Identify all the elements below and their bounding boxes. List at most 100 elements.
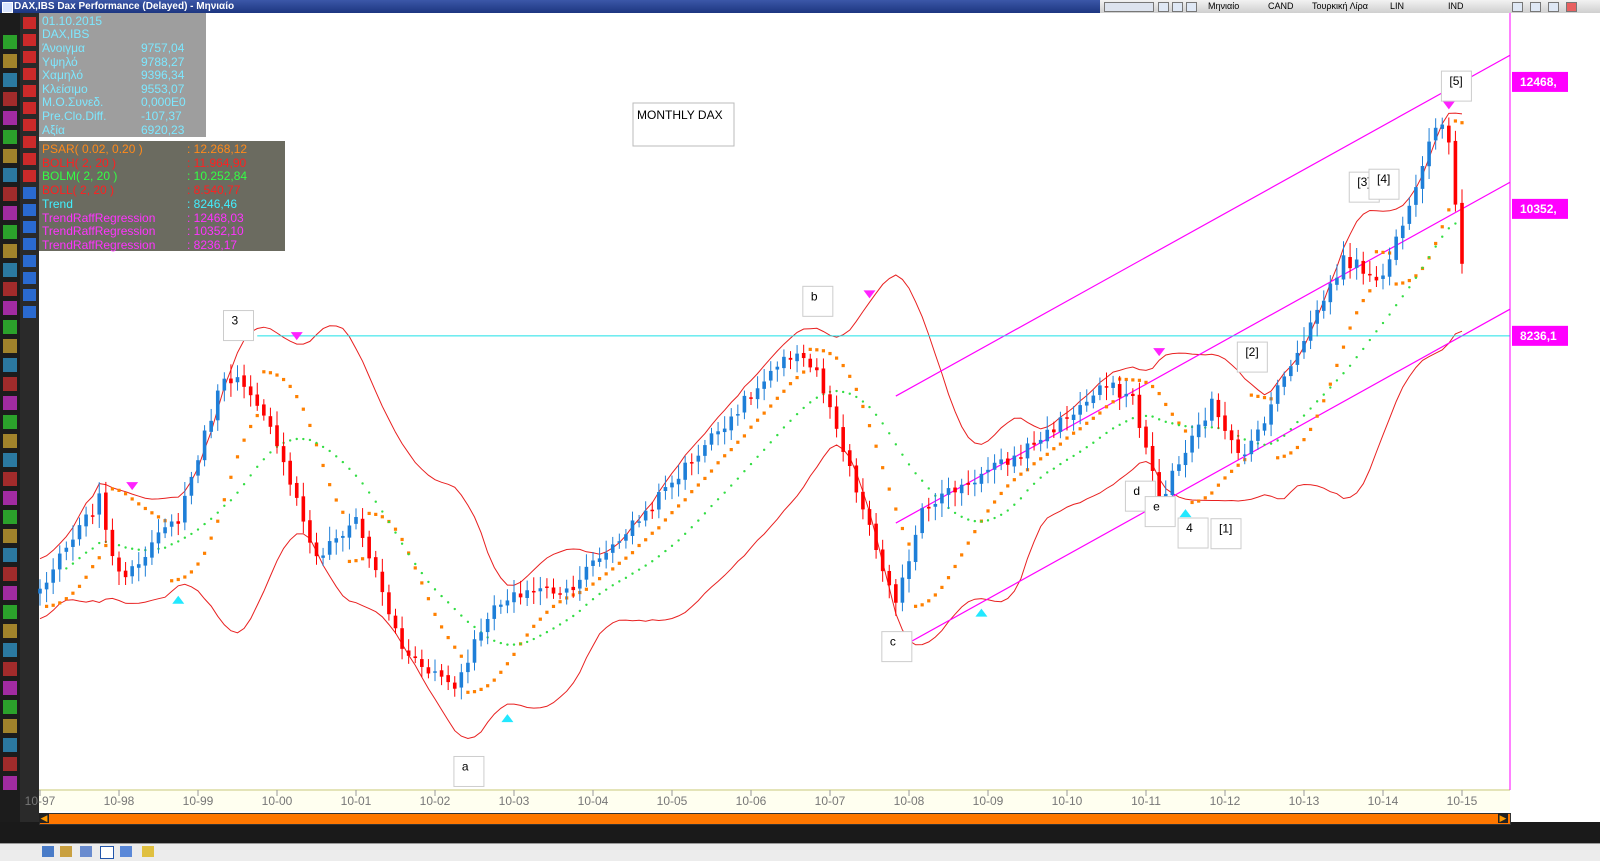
pointer-tool-icon[interactable]: [3, 415, 17, 429]
circle-tool-icon[interactable]: [3, 681, 17, 695]
arrow-tool-icon[interactable]: [23, 255, 36, 267]
arrow-tool-icon[interactable]: [23, 204, 36, 216]
text-tool-icon[interactable]: [3, 491, 17, 505]
arrow-tool-icon[interactable]: [23, 85, 36, 97]
window-icon[interactable]: [1172, 2, 1183, 12]
diamond-tool-icon[interactable]: [3, 339, 17, 353]
arrow-tool-icon[interactable]: [23, 289, 36, 301]
candle-body: [815, 367, 819, 371]
psar-dot: [295, 395, 299, 399]
indicator-value: : 12468,03: [187, 210, 244, 225]
scale-selector[interactable]: LIN: [1390, 1, 1405, 11]
candle-body: [90, 515, 95, 517]
database-icon[interactable]: [120, 846, 132, 857]
cross-tool-icon[interactable]: [3, 225, 17, 239]
cross-tool-icon[interactable]: [3, 605, 17, 619]
middle-dot: [1434, 245, 1437, 248]
psar-dot: [867, 424, 872, 428]
rect-tool-icon[interactable]: [3, 567, 17, 581]
ellipse-tool-icon[interactable]: [3, 738, 17, 752]
line-tool-icon[interactable]: [3, 54, 17, 68]
arrow-tool-icon[interactable]: [23, 102, 36, 114]
currency-selector[interactable]: Τουρκική Λίρα: [1312, 1, 1368, 11]
x-tick-label: 10-09: [973, 794, 1004, 808]
arrow-tool-icon[interactable]: [23, 17, 36, 29]
arrow-tool-icon[interactable]: [23, 153, 36, 165]
arrow-tool-icon[interactable]: [23, 272, 36, 284]
measure-tool-icon[interactable]: [3, 263, 17, 277]
eraser-tool-icon[interactable]: [3, 662, 17, 676]
print-icon[interactable]: [80, 846, 92, 857]
arrow-tool-icon[interactable]: [23, 238, 36, 250]
folder-icon[interactable]: [42, 846, 54, 857]
circle-tool-icon[interactable]: [3, 301, 17, 315]
arrow-tool-icon[interactable]: [23, 136, 36, 148]
scroll-right-icon[interactable]: ▶: [1498, 813, 1508, 823]
indicator-selector[interactable]: IND: [1448, 1, 1464, 11]
restore-icon[interactable]: [1548, 2, 1559, 12]
annotation-box[interactable]: [632, 102, 735, 147]
zoom-tool-icon[interactable]: [3, 244, 17, 258]
channel-tool-icon[interactable]: [3, 168, 17, 182]
chart-type-selector[interactable]: CAND: [1268, 1, 1294, 11]
page-icon[interactable]: [100, 846, 114, 859]
arrow-tool-icon[interactable]: [23, 34, 36, 46]
trend-tool-icon[interactable]: [3, 73, 17, 87]
grid-icon[interactable]: [1158, 2, 1169, 12]
rect-tool-tool-icon[interactable]: [3, 700, 17, 714]
ellipse-tool-icon[interactable]: [3, 358, 17, 372]
cycle-tool-icon[interactable]: [3, 396, 17, 410]
chart-scrollbar[interactable]: [39, 813, 1511, 825]
channel-tool-icon[interactable]: [3, 548, 17, 562]
text-tool-icon[interactable]: [3, 111, 17, 125]
measure-tool-icon[interactable]: [3, 643, 17, 657]
rect-tool-icon[interactable]: [3, 187, 17, 201]
forex-logo-icon[interactable]: [1104, 2, 1154, 12]
line-tool-icon[interactable]: [3, 434, 17, 448]
regression-upper-line: [895, 54, 1511, 397]
candle-body: [143, 556, 148, 566]
scroll-left-icon[interactable]: ◀: [39, 813, 49, 823]
star-icon[interactable]: [142, 846, 154, 857]
arrows-icon[interactable]: [1512, 2, 1523, 12]
fib-tool-icon[interactable]: [3, 529, 17, 543]
trend-tool-icon[interactable]: [3, 453, 17, 467]
arrow-tool-icon[interactable]: [23, 51, 36, 63]
candle-body: [657, 492, 661, 510]
fill-tool-icon[interactable]: [3, 757, 17, 771]
arrow-tool-icon[interactable]: [23, 170, 36, 182]
close-icon[interactable]: [1566, 2, 1577, 12]
eraser-tool-icon[interactable]: [3, 282, 17, 296]
candle-body: [393, 615, 398, 629]
diamond-tool-icon[interactable]: [3, 719, 17, 733]
middle-dot: [1157, 418, 1161, 421]
grid-tool-icon[interactable]: [3, 510, 17, 524]
psar-dot: [44, 604, 49, 608]
arrow-tool-icon[interactable]: [3, 472, 17, 486]
arrow-tool-icon[interactable]: [23, 187, 36, 199]
settings-icon[interactable]: [1186, 2, 1197, 12]
arrow-tool-icon[interactable]: [23, 221, 36, 233]
minimize-icon[interactable]: [1530, 2, 1541, 12]
arrow-tool-icon[interactable]: [23, 306, 36, 318]
cycle-tool-icon[interactable]: [3, 776, 17, 790]
pointer-tool-icon[interactable]: [3, 35, 17, 49]
psar-dot: [242, 438, 246, 442]
open-icon[interactable]: [60, 846, 72, 857]
fill-tool-icon[interactable]: [3, 377, 17, 391]
candle-body: [604, 552, 608, 560]
candle-body: [196, 460, 200, 476]
pencil-tool-icon[interactable]: [3, 586, 17, 600]
grid-tool-icon[interactable]: [3, 130, 17, 144]
pencil-tool-icon[interactable]: [3, 206, 17, 220]
arrow-tool-icon[interactable]: [23, 119, 36, 131]
arrow-tool-icon[interactable]: [3, 92, 17, 106]
fib-tool-icon[interactable]: [3, 149, 17, 163]
period-selector[interactable]: Μηνιαίο: [1208, 1, 1240, 11]
arrow-tool-icon[interactable]: [23, 68, 36, 80]
psar-dot: [472, 690, 477, 694]
middle-dot: [1111, 427, 1115, 430]
zoom-tool-icon[interactable]: [3, 624, 17, 638]
rect-tool-tool-icon[interactable]: [3, 320, 17, 334]
